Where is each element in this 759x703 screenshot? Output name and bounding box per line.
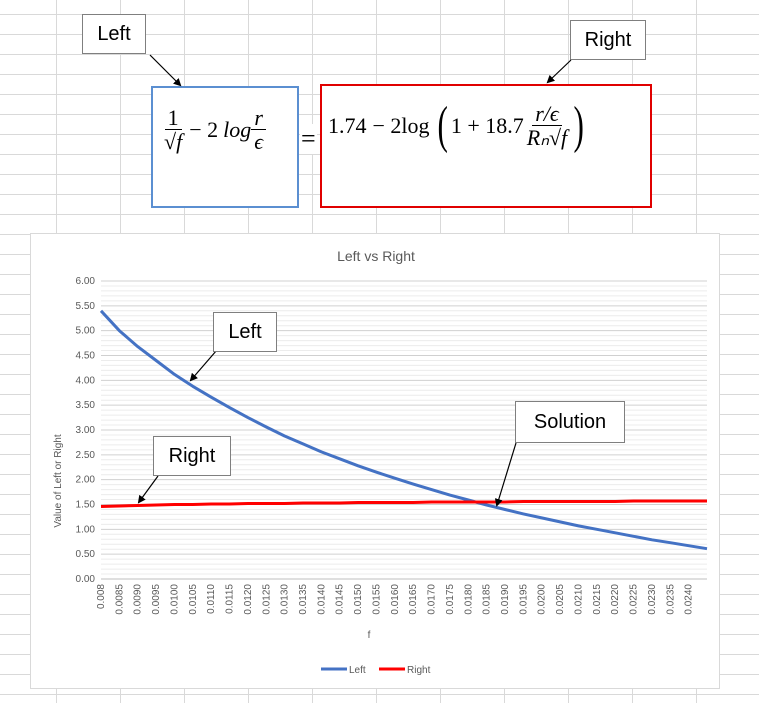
x-tick-label: 0.0175 — [445, 584, 456, 615]
x-tick-label: 0.0240 — [684, 584, 695, 615]
legend-label-right: Right — [407, 665, 431, 676]
chart-title: Left vs Right — [337, 248, 415, 264]
series-lines — [99, 309, 708, 551]
log-text: log — [223, 117, 252, 143]
y-tick-label: 3.50 — [76, 400, 96, 411]
minus-two-log-right: − 2log — [372, 113, 430, 138]
arrow-left-top — [149, 54, 182, 87]
line-chart: Left vs Right 0.00 0.50 1.00 1.50 2.00 2.50 3.… — [53, 248, 708, 676]
one-plus-coef: 1 + 18.7 — [450, 113, 524, 138]
y-tick-label: 2.00 — [76, 475, 96, 486]
series-line-right — [100, 499, 707, 508]
numerator-one: 1 — [164, 106, 182, 131]
callout-solution-chart: Solution — [515, 401, 625, 443]
y-tick-label: 6.00 — [76, 276, 96, 287]
x-tick-label: 0.0150 — [353, 584, 364, 615]
x-tick-label: 0.0190 — [500, 584, 511, 615]
callout-left-top-label: Left — [97, 22, 131, 45]
constant-174: 1.74 — [328, 113, 367, 138]
right-paren: ) — [573, 97, 585, 154]
x-tick-label: 0.0140 — [316, 584, 327, 615]
x-tick-label: 0.0100 — [169, 584, 180, 615]
x-tick-label: 0.0180 — [463, 584, 474, 615]
equation-right-box: 1.74 − 2log ( 1 + 18.7 r/ϵ Rₙ√f ) — [320, 84, 652, 208]
minus-two: − 2 — [189, 117, 219, 143]
denominator-rn-sqrt-f: Rₙ√f — [526, 124, 568, 150]
y-tick-label: 4.50 — [76, 351, 96, 362]
x-tick-label: 0.0110 — [206, 584, 217, 614]
y-tick-label: 2.50 — [76, 450, 96, 461]
x-tick-label: 0.008 — [96, 584, 107, 609]
x-axis-label: f — [368, 630, 371, 641]
r-eps-over-rn-sqrt-f: r/ϵ Rₙ√f — [524, 102, 570, 150]
x-tick-label: 0.0145 — [335, 584, 346, 615]
callout-right-top: Right — [570, 20, 646, 60]
x-tick-label: 0.0095 — [151, 584, 162, 615]
x-tick-label: 0.0130 — [280, 584, 291, 615]
r-over-eps: r ϵ — [251, 106, 266, 154]
x-tick-label: 0.0185 — [482, 584, 493, 615]
x-axis-ticks: 0.008 0.0085 0.0090 0.0095 0.0100 0.0105 0.011… — [96, 578, 707, 615]
one-over-sqrt-f: 1 √f — [161, 106, 185, 154]
x-tick-label: 0.0205 — [555, 584, 566, 615]
y-axis-label: Value of Left or Right — [53, 434, 64, 527]
x-tick-label: 0.0235 — [665, 584, 676, 615]
y-tick-label: 0.00 — [76, 574, 96, 585]
callout-left-chart: Left — [213, 312, 277, 352]
arrow-chart-right — [137, 475, 159, 504]
x-tick-label: 0.0230 — [647, 584, 658, 615]
series-line-left — [99, 309, 708, 551]
x-tick-label: 0.0170 — [427, 584, 438, 615]
y-tick-label: 5.50 — [76, 301, 96, 312]
x-tick-label: 0.0195 — [518, 584, 529, 615]
denominator-sqrt-f: √f — [164, 129, 183, 155]
x-tick-label: 0.0210 — [573, 584, 584, 615]
x-tick-label: 0.0160 — [390, 584, 401, 615]
arrow-right-top — [546, 59, 572, 84]
callout-right-top-label: Right — [584, 28, 632, 51]
y-tick-label: 5.00 — [76, 326, 96, 337]
callout-solution-chart-label: Solution — [533, 410, 607, 433]
callout-right-chart: Right — [153, 436, 231, 476]
equals-sign: = — [300, 124, 317, 154]
equation-left-box: 1 √f − 2 log r ϵ — [151, 86, 299, 208]
x-tick-label: 0.0215 — [592, 584, 603, 615]
y-tick-label: 3.00 — [76, 425, 96, 436]
x-tick-label: 0.0115 — [225, 584, 236, 614]
x-tick-label: 0.0085 — [114, 584, 125, 615]
x-tick-label: 0.0225 — [629, 584, 640, 615]
callout-left-chart-label: Left — [228, 320, 262, 343]
x-tick-label: 0.0090 — [133, 584, 144, 615]
numerator-r-over-eps: r/ϵ — [532, 102, 562, 126]
legend-label-left: Left — [349, 665, 366, 676]
y-tick-label: 1.50 — [76, 500, 96, 511]
x-tick-label: 0.0200 — [537, 584, 548, 615]
y-tick-label: 4.00 — [76, 375, 96, 386]
x-tick-label: 0.0165 — [408, 584, 419, 615]
y-tick-label: 0.50 — [76, 549, 96, 560]
x-tick-label: 0.0135 — [298, 584, 309, 615]
x-tick-label: 0.0105 — [188, 584, 199, 615]
callout-right-chart-label: Right — [168, 444, 216, 467]
numerator-r: r — [251, 106, 266, 131]
x-tick-label: 0.0220 — [610, 584, 621, 615]
x-tick-label: 0.0125 — [261, 584, 272, 615]
chart-area: Left vs Right 0.00 0.50 1.00 1.50 2.00 2.50 3.… — [30, 233, 720, 689]
chart-annotations — [137, 342, 517, 507]
x-tick-label: 0.0120 — [243, 584, 254, 615]
y-axis-ticks: 0.00 0.50 1.00 1.50 2.00 2.50 3.00 3.50 4.00 4.50… — [76, 276, 96, 585]
x-tick-label: 0.0155 — [371, 584, 382, 615]
denominator-eps: ϵ — [254, 129, 264, 155]
legend: Left Right — [321, 665, 431, 676]
arrow-chart-solution — [494, 442, 517, 507]
y-tick-label: 1.00 — [76, 524, 96, 535]
callout-left-top: Left — [82, 14, 146, 54]
left-paren: ( — [436, 97, 448, 154]
